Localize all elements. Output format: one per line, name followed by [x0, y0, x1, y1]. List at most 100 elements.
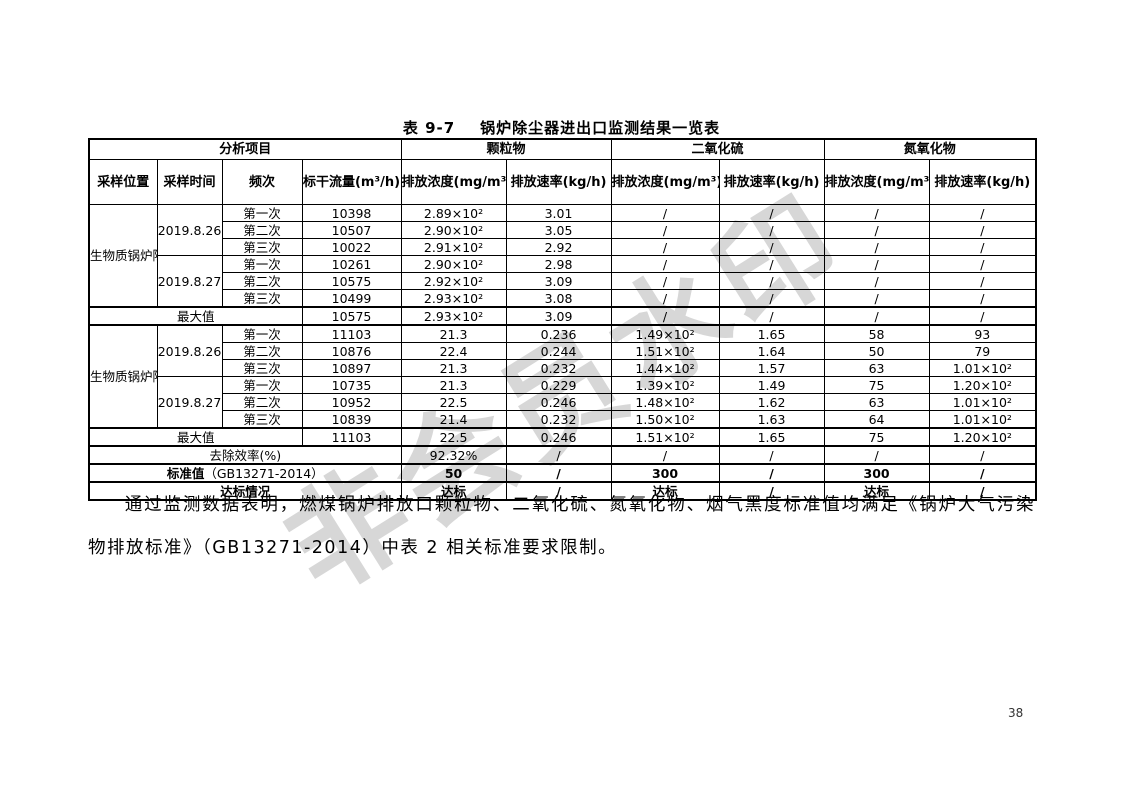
table-cell: /	[610, 289, 720, 308]
group-header-particulate: 颗粒物	[400, 138, 612, 160]
table-cell: /	[610, 306, 720, 326]
table-cell: 达标	[823, 481, 930, 501]
table-cell: 1.57	[718, 359, 825, 377]
table-cell: /	[610, 272, 720, 290]
table-cell: 0.236	[505, 324, 612, 343]
table-cell: /	[718, 481, 825, 501]
group-header-so2: 二氧化硫	[610, 138, 825, 160]
table-cell: /	[823, 204, 930, 222]
table-cell: 1.51×10²	[610, 342, 720, 360]
table-cell: /	[928, 238, 1037, 256]
table-cell: 21.3	[400, 359, 507, 377]
group-header-row: 分析项目 颗粒物 二氧化硫 氮氧化物	[88, 138, 1037, 160]
table-title: 表 9-7 锅炉除尘器进出口监测结果一览表	[402, 119, 721, 137]
table-cell: 1.39×10²	[610, 376, 720, 394]
table-row: 第二次 10575 2.92×10² 3.09 / / / /	[89, 272, 1037, 290]
table-cell: 10839	[301, 410, 402, 429]
table-row: 生物质锅炉除尘器进口 2019.8.26 第一次 10398 2.89×10² …	[88, 204, 1037, 308]
table-cell: 1.51×10²	[610, 427, 720, 447]
table-cell: 2.92×10²	[400, 272, 507, 290]
table-cell: 2.98	[505, 255, 612, 273]
col-header-pm-conc: 排放浓度(mg/m³)	[400, 159, 507, 205]
table-cell: /	[823, 221, 930, 239]
table-cell: /	[823, 445, 930, 465]
table-cell: 0.229	[505, 376, 612, 394]
frequency-cell: 第一次	[221, 324, 303, 343]
table-cell: 10575	[301, 306, 402, 326]
table-cell: 2.90×10²	[400, 255, 507, 273]
table-cell: 22.4	[400, 342, 507, 360]
outlet-max-row: 最大值 11103 22.5 0.246 1.51×10² 1.65 75 1.…	[88, 427, 1037, 447]
frequency-cell: 第一次	[221, 255, 303, 273]
table-cell: 21.3	[400, 376, 507, 394]
col-header-so2-rate: 排放速率(kg/h)	[718, 159, 825, 205]
table-cell: 75	[823, 376, 930, 394]
table-cell: /	[928, 306, 1037, 326]
compliance-row: 达标情况 达标 / 达标 / 达标 /	[88, 481, 1037, 501]
table-row: 2019.8.27 第一次 10261 2.90×10² 2.98 / / / …	[89, 255, 1037, 308]
table-cell: /	[928, 481, 1037, 501]
table-cell: 11103	[301, 324, 402, 343]
table-cell: 0.244	[505, 342, 612, 360]
table-cell: /	[718, 221, 825, 239]
table-cell: 达标	[610, 481, 720, 501]
table-cell: 2.93×10²	[400, 306, 507, 326]
table-cell: /	[823, 272, 930, 290]
table-cell: 300	[823, 463, 930, 483]
frequency-cell: 第二次	[221, 221, 303, 239]
removal-efficiency-label: 去除效率(%)	[88, 445, 402, 465]
table-row: 第二次 10952 22.5 0.246 1.48×10² 1.62 63 1.…	[89, 393, 1037, 411]
table-cell: 2.90×10²	[400, 221, 507, 239]
table-cell: /	[505, 463, 612, 483]
table-cell: 10735	[301, 376, 402, 394]
max-label: 最大值	[88, 306, 303, 326]
table-row: 第三次 10897 21.3 0.232 1.44×10² 1.57 63 1.…	[89, 359, 1037, 377]
table-cell: 2.89×10²	[400, 204, 507, 222]
conclusion-paragraph: 通过监测数据表明，燃煤锅炉排放口颗粒物、二氧化硫、氮氧化物、烟气黑度标准值均满足…	[88, 495, 1035, 558]
table-cell: /	[823, 238, 930, 256]
table-cell: /	[928, 445, 1037, 465]
frequency-cell: 第二次	[221, 272, 303, 290]
table-cell: /	[718, 306, 825, 326]
inlet-position-label: 生物质锅炉除尘器进口	[88, 204, 158, 308]
table-cell: /	[928, 463, 1037, 483]
table-cell: /	[718, 238, 825, 256]
table-cell: 0.246	[505, 393, 612, 411]
frequency-cell: 第三次	[221, 238, 303, 256]
table-row: 生物质锅炉除尘器出口 2019.8.26 第一次 11103 21.3 0.23…	[88, 324, 1037, 429]
frequency-cell: 第二次	[221, 342, 303, 360]
table-cell: 10261	[301, 255, 402, 273]
monitoring-results-table: 分析项目 颗粒物 二氧化硫 氮氧化物 采样位置 采样时间 频次 标干流量(m³/…	[88, 138, 1038, 501]
table-cell: 3.09	[505, 272, 612, 290]
outlet-position-label: 生物质锅炉除尘器出口	[88, 324, 158, 429]
table-cell: 1.63	[718, 410, 825, 429]
table-row: 2019.8.27 第一次 10735 21.3 0.229 1.39×10² …	[89, 376, 1037, 429]
inlet-date1: 2019.8.26	[156, 204, 223, 256]
table-cell: 1.64	[718, 342, 825, 360]
table-cell: 1.50×10²	[610, 410, 720, 429]
table-cell: /	[718, 255, 825, 273]
table-cell: 75	[823, 427, 930, 447]
table-cell: 3.05	[505, 221, 612, 239]
outlet-date2: 2019.8.27	[156, 376, 223, 429]
table-cell: 0.232	[505, 410, 612, 429]
col-header-std-dry-flow: 标干流量(m³/h)	[301, 159, 402, 205]
removal-efficiency-row: 去除效率(%) 92.32% / / / / /	[88, 445, 1037, 465]
table-cell: /	[928, 289, 1037, 308]
table-row: 第二次 10876 22.4 0.244 1.51×10² 1.64 50 79	[89, 342, 1037, 360]
table-cell: 21.3	[400, 324, 507, 343]
table-cell: /	[718, 463, 825, 483]
table-cell: /	[718, 272, 825, 290]
table-cell: /	[610, 204, 720, 222]
page-number: 38	[1008, 706, 1024, 720]
table-cell: /	[718, 204, 825, 222]
table-cell: 0.246	[505, 427, 612, 447]
table-cell: /	[928, 204, 1037, 222]
table-cell: 10499	[301, 289, 402, 308]
table-cell: 10897	[301, 359, 402, 377]
inlet-date2: 2019.8.27	[156, 255, 223, 308]
outlet-date1: 2019.8.26	[156, 324, 223, 377]
table-cell: 11103	[301, 427, 402, 447]
table-cell: 1.62	[718, 393, 825, 411]
table-cell: /	[505, 481, 612, 501]
